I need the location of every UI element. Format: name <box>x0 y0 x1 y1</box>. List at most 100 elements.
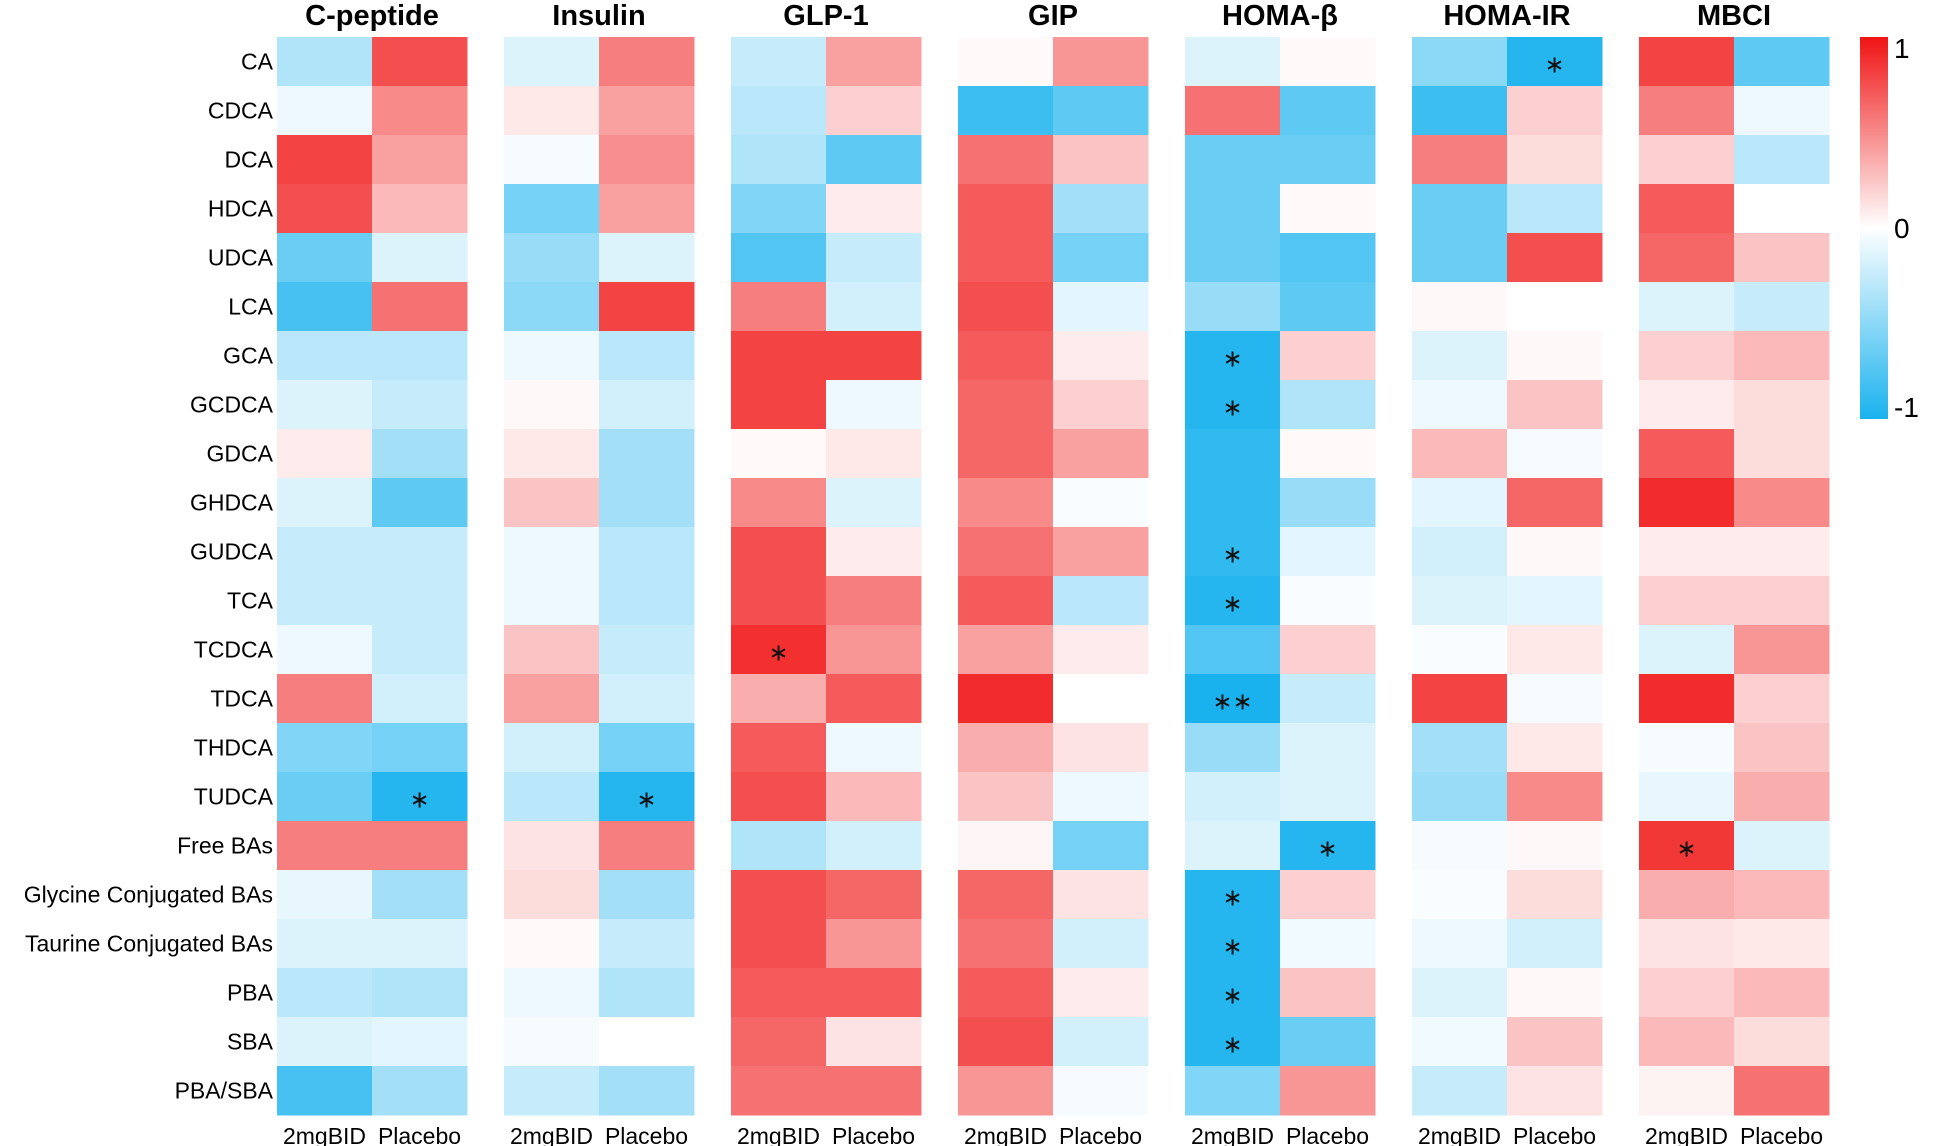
heatmap-cell <box>1639 233 1735 283</box>
heatmap-cell <box>958 429 1054 479</box>
heatmap-cell <box>1639 625 1735 675</box>
heatmap-cell <box>1412 527 1508 577</box>
heatmap-cell <box>1507 478 1603 528</box>
row-label-tudca: TUDCA <box>194 784 274 810</box>
heatmap-cell <box>1185 380 1281 430</box>
heatmap-cell <box>1412 429 1508 479</box>
heatmap-cell <box>1280 576 1376 626</box>
heatmap-cell <box>1734 184 1830 234</box>
heatmap-cell <box>1412 723 1508 773</box>
heatmap-cell <box>1734 331 1830 381</box>
colorbar-tick-label: 1 <box>1894 33 1910 64</box>
heatmap-cell <box>826 135 922 185</box>
heatmap-cell <box>1412 625 1508 675</box>
heatmap-cell <box>1734 1066 1830 1116</box>
significance-mark: ∗ <box>768 639 788 667</box>
heatmap-cell <box>372 331 468 381</box>
heatmap-cell <box>277 1017 373 1067</box>
heatmap-cell <box>1280 331 1376 381</box>
heatmap-cell <box>1280 135 1376 185</box>
heatmap-cell <box>1639 86 1735 136</box>
row-label-gdca: GDCA <box>207 441 274 467</box>
heatmap-cell <box>1053 233 1149 283</box>
heatmap-cell <box>504 919 600 969</box>
significance-mark: ∗ <box>1222 1031 1242 1059</box>
panel-title: HOMA-IR <box>1443 0 1570 32</box>
heatmap-cell <box>277 772 373 822</box>
panel-gip: GIP 2mgBID Placebo <box>958 0 1149 1146</box>
heatmap-cell <box>277 527 373 577</box>
heatmap-cell <box>1412 86 1508 136</box>
panel-homa-ir: HOMA-IR 2mgBID ∗ Placebo <box>1412 0 1603 1146</box>
heatmap-cell <box>599 674 695 724</box>
heatmap-cell <box>1507 576 1603 626</box>
panel-mbci: MBCI ∗ 2mgBID Placebo <box>1639 0 1830 1146</box>
heatmap-cell <box>1507 968 1603 1018</box>
heatmap-cell <box>504 625 600 675</box>
heatmap-cell <box>1185 772 1281 822</box>
heatmap-cell <box>958 772 1054 822</box>
heatmap-cell <box>1734 870 1830 920</box>
heatmap-cell <box>599 625 695 675</box>
heatmap-cell <box>504 429 600 479</box>
heatmap-cell <box>1639 674 1735 724</box>
heatmap-cell <box>504 723 600 773</box>
heatmap-cell <box>1280 184 1376 234</box>
row-label-gudca: GUDCA <box>190 539 274 565</box>
heatmap-cell <box>1412 1017 1508 1067</box>
heatmap-cell <box>826 331 922 381</box>
heatmap-cell <box>504 86 600 136</box>
heatmap-cell <box>372 674 468 724</box>
heatmap-cell <box>372 772 468 822</box>
heatmap-cell <box>958 968 1054 1018</box>
heatmap-cell <box>1639 772 1735 822</box>
significance-mark: ∗ <box>636 786 656 814</box>
heatmap-cell <box>1507 282 1603 332</box>
heatmap-cell <box>731 723 827 773</box>
row-label-tca: TCA <box>227 588 274 614</box>
heatmap-cell <box>731 625 827 675</box>
heatmap-cell <box>1280 37 1376 87</box>
heatmap-cell <box>826 821 922 871</box>
heatmap-cell <box>1185 870 1281 920</box>
heatmap-cell <box>599 184 695 234</box>
heatmap-cell <box>1185 233 1281 283</box>
heatmap-cell <box>1280 527 1376 577</box>
heatmap-cell <box>1734 674 1830 724</box>
panel-insulin: Insulin 2mgBID ∗ Placebo <box>504 0 695 1146</box>
heatmap-cell <box>1053 723 1149 773</box>
significance-mark: ∗ <box>1222 884 1242 912</box>
heatmap-cell <box>599 968 695 1018</box>
heatmap-cell <box>1412 331 1508 381</box>
heatmap-cell <box>277 331 373 381</box>
heatmap-cell <box>504 380 600 430</box>
heatmap-cell <box>1280 86 1376 136</box>
heatmap-cell <box>1507 1066 1603 1116</box>
heatmap-cell <box>1280 723 1376 773</box>
heatmap-cell <box>372 478 468 528</box>
significance-mark: ∗ <box>1676 835 1696 863</box>
row-label-udca: UDCA <box>208 245 274 271</box>
column-label-2mgbid: 2mgBID <box>283 1123 366 1146</box>
heatmap-cell <box>1734 968 1830 1018</box>
heatmap-cell <box>372 184 468 234</box>
colorbar: 1 0 -1 <box>1860 33 1919 423</box>
heatmap-cell <box>599 772 695 822</box>
heatmap-cell <box>1053 1017 1149 1067</box>
heatmap-cell <box>958 919 1054 969</box>
heatmap-cell <box>504 282 600 332</box>
heatmap-cell <box>504 184 600 234</box>
heatmap-cell <box>1412 1066 1508 1116</box>
heatmap-cell <box>599 331 695 381</box>
heatmap-cell <box>826 527 922 577</box>
heatmap-cell <box>1507 821 1603 871</box>
heatmap-cell <box>1185 527 1281 577</box>
heatmap-cell <box>504 478 600 528</box>
heatmap-panels: C-peptide 2mgBID ∗ Placebo Insulin 2mgBID ∗ Pla… <box>277 0 1830 1146</box>
heatmap-cell <box>277 86 373 136</box>
heatmap-cell <box>958 1017 1054 1067</box>
heatmap-cell <box>1507 625 1603 675</box>
heatmap-cell <box>1053 331 1149 381</box>
panel-title: GLP-1 <box>783 0 868 32</box>
heatmap-cell <box>1053 37 1149 87</box>
